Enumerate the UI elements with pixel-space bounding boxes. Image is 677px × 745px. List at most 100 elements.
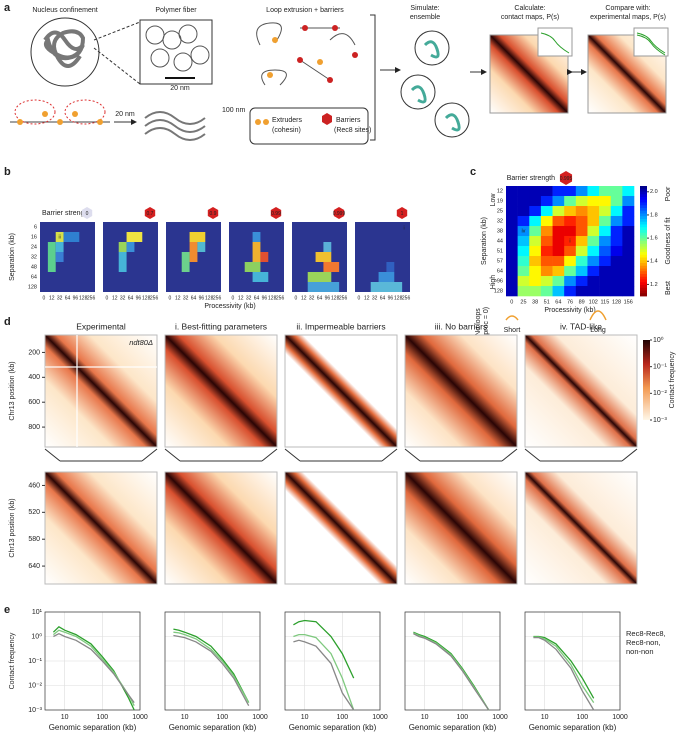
colorbar-tick-label: 10⁻³ <box>653 417 667 424</box>
zoom-line <box>261 448 278 462</box>
step-text: experimental maps, P(s) <box>590 14 666 21</box>
heatmap-cell <box>529 266 542 277</box>
heatmap-cell <box>610 216 623 227</box>
zoom-line <box>93 47 141 85</box>
colorbar-step <box>640 210 647 214</box>
axis-note: No loops <box>475 308 482 336</box>
colorbar-step <box>640 282 647 286</box>
colorbar-step <box>640 230 647 234</box>
heatmap-cell <box>197 242 206 252</box>
heatmap-cell <box>506 186 518 197</box>
heatmap-cell <box>378 272 395 282</box>
x-tick-label: 100 <box>337 714 349 721</box>
heatmap-cell <box>587 276 600 287</box>
heatmap-cell <box>622 266 635 277</box>
badge <box>207 207 219 219</box>
panel-label: c <box>470 166 476 178</box>
colorbar-step <box>640 271 647 275</box>
colorbar-label: Contact frequency <box>669 351 676 408</box>
heatmap-cell <box>599 266 612 277</box>
colorbar-step <box>640 238 647 242</box>
series-line <box>293 633 355 711</box>
x-tick-label: 76 <box>567 299 573 305</box>
heatmap-cell <box>55 232 64 242</box>
x-tick-label: 12 <box>49 295 55 301</box>
y-axis-label: Chr13 position (kb) <box>9 498 16 557</box>
x-tick-label: 10 <box>181 714 189 721</box>
heatmap-cell <box>47 242 56 272</box>
colorbar-step <box>640 205 647 209</box>
ps-inset <box>537 27 573 57</box>
extruder-dots <box>267 37 323 78</box>
heatmap-cell <box>517 246 530 257</box>
series-line <box>52 629 135 707</box>
x-tick-label: 32 <box>246 295 252 301</box>
heatmap-cell <box>506 226 518 237</box>
map-title: iii. No barriers <box>435 321 487 331</box>
heatmap-cell <box>564 226 577 237</box>
series-line <box>533 636 595 711</box>
zoom-line <box>284 448 301 462</box>
heatmap-cell <box>587 216 600 227</box>
x-tick-label: 256 <box>276 295 285 301</box>
heatmap-cell <box>529 256 542 267</box>
x-tick-label: 96 <box>388 295 394 301</box>
x-tick-label: 64 <box>317 295 323 301</box>
y-tick-label: 96 <box>497 278 503 284</box>
loop-icon <box>505 315 519 321</box>
x-tick-label: 115 <box>601 299 610 305</box>
heatmap-cell <box>529 196 542 207</box>
fiber-box <box>139 19 213 85</box>
x-tick-label: 128 <box>142 295 151 301</box>
legend-box <box>249 107 369 145</box>
contact-map <box>164 471 278 585</box>
y-tick-label: 800 <box>28 424 40 431</box>
plot-frame <box>284 611 381 711</box>
heatmap-cell <box>599 186 612 197</box>
panel-label: d <box>4 316 11 328</box>
heatmap-cell <box>126 242 135 252</box>
colorbar-step <box>640 197 647 201</box>
colorbar-step <box>640 257 647 261</box>
heatmap-cell <box>552 186 565 197</box>
heatmap-cell <box>622 216 635 227</box>
barrier-icon <box>322 113 332 125</box>
colorbar-step <box>640 186 647 190</box>
map-title: ii. Impermeable barriers <box>296 321 385 331</box>
heatmap-cell <box>529 226 542 237</box>
colorbar-step <box>640 254 647 258</box>
series-line <box>53 632 135 703</box>
heatmap-cell <box>564 236 577 247</box>
heatmap-cell <box>622 246 635 257</box>
badge <box>270 207 282 219</box>
y-tick-label: 200 <box>28 349 40 356</box>
heatmap-cell <box>529 276 542 287</box>
legend-title: Barrier strength <box>42 210 90 217</box>
fiber <box>144 111 206 141</box>
heatmap-cell <box>506 216 518 227</box>
contact-map <box>164 334 278 448</box>
x-tick-label: 128 <box>79 295 88 301</box>
y-tick-label: 48 <box>31 264 37 270</box>
heatmap-cell <box>552 236 565 247</box>
heatmap-cell <box>517 186 530 197</box>
heatmap-cell <box>610 226 623 237</box>
marker: i <box>404 225 405 231</box>
heatmap-cell <box>599 206 612 217</box>
loop-icon <box>589 310 607 321</box>
bracket <box>370 14 376 141</box>
x-tick-label: 256 <box>339 295 348 301</box>
colorbar-step <box>640 221 647 225</box>
marker: i <box>569 238 570 244</box>
loop-cartoons <box>256 22 356 86</box>
heatmap-cell <box>252 242 261 262</box>
heatmap-cell <box>564 276 577 287</box>
x-axis-label: Genomic separation (kb) <box>529 723 617 732</box>
legend-entry: Rec8-non, <box>626 638 661 647</box>
heatmap-cell <box>55 252 64 262</box>
heatmap-cell <box>575 246 588 257</box>
x-axis-label: Genomic separation (kb) <box>49 723 137 732</box>
heatmap-cell <box>575 196 588 207</box>
map-title: Experimental <box>76 321 126 331</box>
x-tick-label: 1000 <box>492 714 508 721</box>
